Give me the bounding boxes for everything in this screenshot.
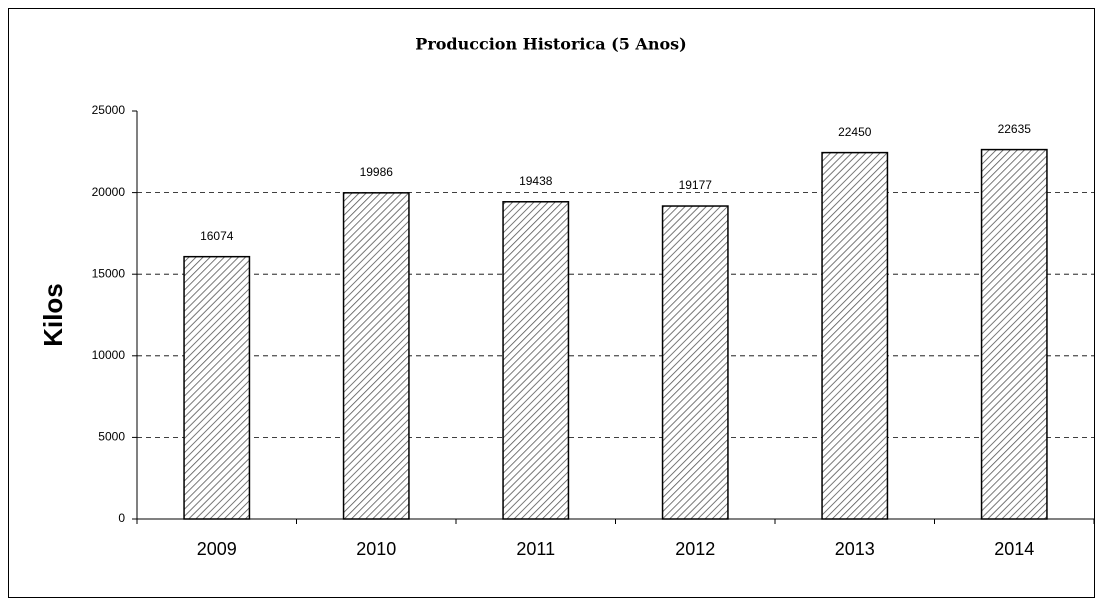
- value-label: 22635: [998, 122, 1032, 136]
- y-tick-label: 10000: [92, 348, 126, 362]
- y-tick-label: 15000: [92, 266, 126, 280]
- value-label: 19177: [679, 178, 713, 192]
- chart-title: Produccion Historica (5 Anos): [415, 35, 686, 54]
- bar: [342, 192, 410, 520]
- value-label: 22450: [838, 125, 872, 139]
- y-tick-label: 0: [118, 511, 125, 525]
- x-tick-label: 2010: [356, 539, 396, 559]
- x-tick-label: 2014: [994, 539, 1034, 559]
- x-tick-label: 2013: [835, 539, 875, 559]
- value-label: 19438: [519, 174, 553, 188]
- y-tick-label: 20000: [92, 185, 126, 199]
- y-tick-label: 25000: [92, 103, 126, 117]
- y-tick-label: 5000: [98, 430, 125, 444]
- bar: [980, 148, 1048, 520]
- y-axis-label: Kilos: [38, 283, 68, 347]
- value-label: 16074: [200, 229, 234, 243]
- bar: [661, 205, 729, 520]
- bar: [183, 255, 251, 520]
- x-tick-label: 2011: [516, 539, 555, 559]
- bar: [821, 151, 889, 520]
- x-tick-label: 2012: [675, 539, 715, 559]
- bar: [502, 201, 570, 520]
- value-label: 19986: [360, 165, 394, 179]
- x-tick-label: 2009: [197, 539, 237, 559]
